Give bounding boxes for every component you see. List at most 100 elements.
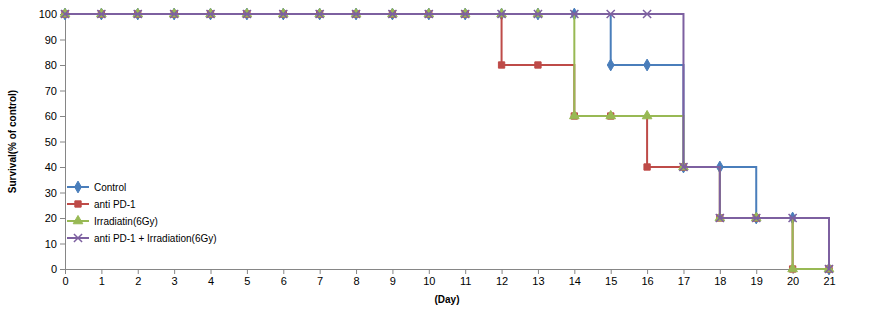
x-tick-label: 16 — [641, 275, 653, 287]
marker — [498, 62, 504, 68]
series-line — [65, 14, 829, 269]
x-tick-label: 20 — [787, 275, 799, 287]
legend-label: Irradiatin(6Gy) — [94, 216, 158, 227]
marker — [788, 263, 798, 271]
marker — [679, 163, 687, 171]
x-tick: 15 — [605, 269, 617, 287]
y-tick-mark — [60, 193, 65, 194]
x-tick-mark — [756, 269, 757, 274]
y-tick-label: 90 — [45, 34, 57, 46]
x-tick-label: 0 — [62, 275, 68, 287]
series-line — [65, 14, 829, 269]
marker — [644, 59, 651, 71]
series — [62, 8, 833, 275]
marker — [461, 10, 469, 18]
y-tick-mark — [60, 244, 65, 245]
marker — [97, 10, 105, 18]
marker — [497, 10, 505, 18]
legend-marker — [73, 215, 83, 223]
x-tick-mark — [65, 269, 66, 274]
x-tick: 5 — [244, 269, 250, 287]
x-tick-mark — [320, 269, 321, 274]
x-tick-label: 5 — [244, 275, 250, 287]
marker — [642, 110, 652, 118]
marker — [134, 10, 142, 18]
y-tick: 40 — [45, 161, 65, 173]
marker — [534, 10, 542, 18]
y-tick-label: 100 — [39, 8, 57, 20]
marker — [606, 110, 616, 118]
marker — [61, 10, 69, 18]
x-tick-label: 2 — [135, 275, 141, 287]
marker — [825, 265, 833, 273]
x-tick: 4 — [208, 269, 214, 287]
marker — [535, 62, 541, 68]
y-tick: 70 — [45, 85, 65, 97]
x-tick: 18 — [714, 269, 726, 287]
marker — [170, 10, 178, 18]
x-tick-label: 4 — [208, 275, 214, 287]
x-tick-mark — [101, 269, 102, 274]
marker — [789, 214, 797, 222]
marker — [607, 10, 615, 18]
y-tick-mark — [60, 142, 65, 143]
y-axis: 0102030405060708090100 — [39, 8, 66, 275]
x-tick: 13 — [532, 269, 544, 287]
marker — [425, 10, 433, 18]
x-tick-label: 13 — [532, 275, 544, 287]
series-line — [65, 14, 829, 269]
x-tick: 10 — [423, 269, 435, 287]
x-axis-title: (Day) — [434, 294, 459, 305]
x-tick-label: 15 — [605, 275, 617, 287]
x-tick-label: 19 — [751, 275, 763, 287]
x-tick-mark — [538, 269, 539, 274]
x-tick-mark — [720, 269, 721, 274]
x-tick-mark — [247, 269, 248, 274]
marker — [570, 110, 580, 118]
x-tick: 9 — [390, 269, 396, 287]
x-tick: 6 — [281, 269, 287, 287]
y-tick-label: 80 — [45, 59, 57, 71]
x-tick-mark — [138, 269, 139, 274]
y-tick-mark — [60, 40, 65, 41]
x-tick-mark — [211, 269, 212, 274]
x-tick: 14 — [569, 269, 581, 287]
x-tick-label: 9 — [390, 275, 396, 287]
x-tick: 3 — [172, 269, 178, 287]
x-tick-label: 10 — [423, 275, 435, 287]
marker — [388, 10, 396, 18]
marker — [243, 10, 251, 18]
y-tick: 60 — [45, 110, 65, 122]
x-tick-label: 12 — [496, 275, 508, 287]
y-tick: 90 — [45, 34, 65, 46]
x-tick-mark — [356, 269, 357, 274]
y-tick-label: 70 — [45, 85, 57, 97]
series — [61, 10, 833, 273]
legend-item: Irradiatin(6Gy) — [67, 215, 158, 226]
x-tick: 16 — [641, 269, 653, 287]
x-tick: 1 — [99, 269, 105, 287]
legend-label: Control — [94, 182, 126, 193]
marker — [316, 10, 324, 18]
y-tick: 0 — [51, 263, 65, 275]
x-tick: 2 — [135, 269, 141, 287]
legend-marker — [75, 201, 81, 207]
x-tick-mark — [611, 269, 612, 274]
legend-marker — [75, 181, 82, 193]
y-axis-title: Survival(% of control) — [7, 90, 18, 193]
x-tick-mark — [465, 269, 466, 274]
marker — [570, 10, 578, 18]
x-tick-label: 1 — [99, 275, 105, 287]
x-tick-label: 11 — [460, 275, 471, 287]
marker — [206, 10, 214, 18]
marker — [644, 164, 650, 170]
marker — [607, 59, 614, 71]
x-tick-label: 3 — [172, 275, 178, 287]
legend-item: anti PD-1 + Irradiation(6Gy) — [67, 233, 217, 244]
chart: 0123456789101112131415161718192021010203… — [0, 0, 869, 315]
x-axis-line — [66, 269, 830, 270]
x-tick-mark — [647, 269, 648, 274]
x-tick: 17 — [678, 269, 690, 287]
legend-item: Control — [67, 181, 126, 193]
x-tick-mark — [283, 269, 284, 274]
